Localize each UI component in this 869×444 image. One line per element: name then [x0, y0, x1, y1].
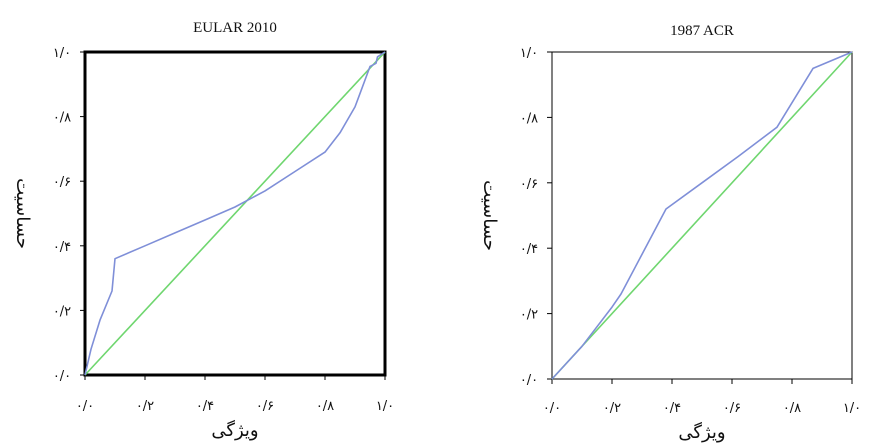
- x-tick-label: ۰/۰: [76, 399, 94, 414]
- y-tick-label: ۰/۴: [520, 242, 538, 257]
- roc-curve-line: [84, 51, 386, 376]
- chart-acr-1987: 1987 ACR ۰/۰ ۰/۲ ۰/۴ ۰/۶ ۰/۸ ۱/۰ ۰/۰ ۰/۲ ۰/۴ ۰/۶ ۰/…: [479, 23, 861, 443]
- x-tick-label: ۰/۸: [316, 399, 334, 414]
- y-tick-label: ۰/۰: [520, 373, 538, 388]
- x-tick-label: ۱/۰: [376, 399, 394, 414]
- x-tick-label: ۰/۲: [603, 401, 621, 416]
- y-tick-label: ۱/۰: [520, 46, 538, 61]
- y-tick-label: ۱/۰: [53, 46, 71, 61]
- x-axis-label: ویژگی: [678, 421, 725, 443]
- chart-title: 1987 ACR: [670, 23, 734, 39]
- y-tick-label: ۰/۶: [520, 177, 538, 192]
- chart-eular-2010: EULAR 2010 ۰/۰ ۰/۲ ۰/۴ ۰/۶ ۰/۸ ۱/۰ ۰/۰ ۰/۲ ۰/۴ ۰/۶…: [12, 20, 394, 441]
- y-tick-label: ۰/۸: [53, 111, 71, 126]
- reference-diagonal-line: [84, 51, 386, 376]
- y-tick-label: ۰/۴: [53, 240, 71, 255]
- y-tick-label: ۰/۰: [53, 369, 71, 384]
- y-tick-label: ۰/۸: [520, 111, 538, 126]
- reference-diagonal-line: [551, 51, 853, 380]
- x-tick-label: ۰/۴: [663, 401, 681, 416]
- x-axis-label: ویژگی: [211, 419, 258, 441]
- y-tick-label: ۰/۲: [520, 308, 538, 323]
- y-axis-label: حساسیت: [479, 180, 500, 251]
- plot-frame: [83, 50, 387, 377]
- x-tick-label: ۰/۴: [196, 399, 214, 414]
- y-axis-label: حساسیت: [12, 178, 33, 249]
- x-tick-label: ۱/۰: [843, 401, 861, 416]
- x-tick-label: ۰/۲: [136, 399, 154, 414]
- chart-title: EULAR 2010: [193, 20, 277, 36]
- x-tick-label: ۰/۶: [723, 401, 741, 416]
- plot-frame: [551, 51, 853, 380]
- x-tick-label: ۰/۰: [543, 401, 561, 416]
- roc-curve-line: [551, 51, 853, 380]
- x-tick-label: ۰/۶: [256, 399, 274, 414]
- x-tick-label: ۰/۸: [783, 401, 801, 416]
- y-tick-label: ۰/۲: [53, 304, 71, 319]
- y-tick-label: ۰/۶: [53, 175, 71, 190]
